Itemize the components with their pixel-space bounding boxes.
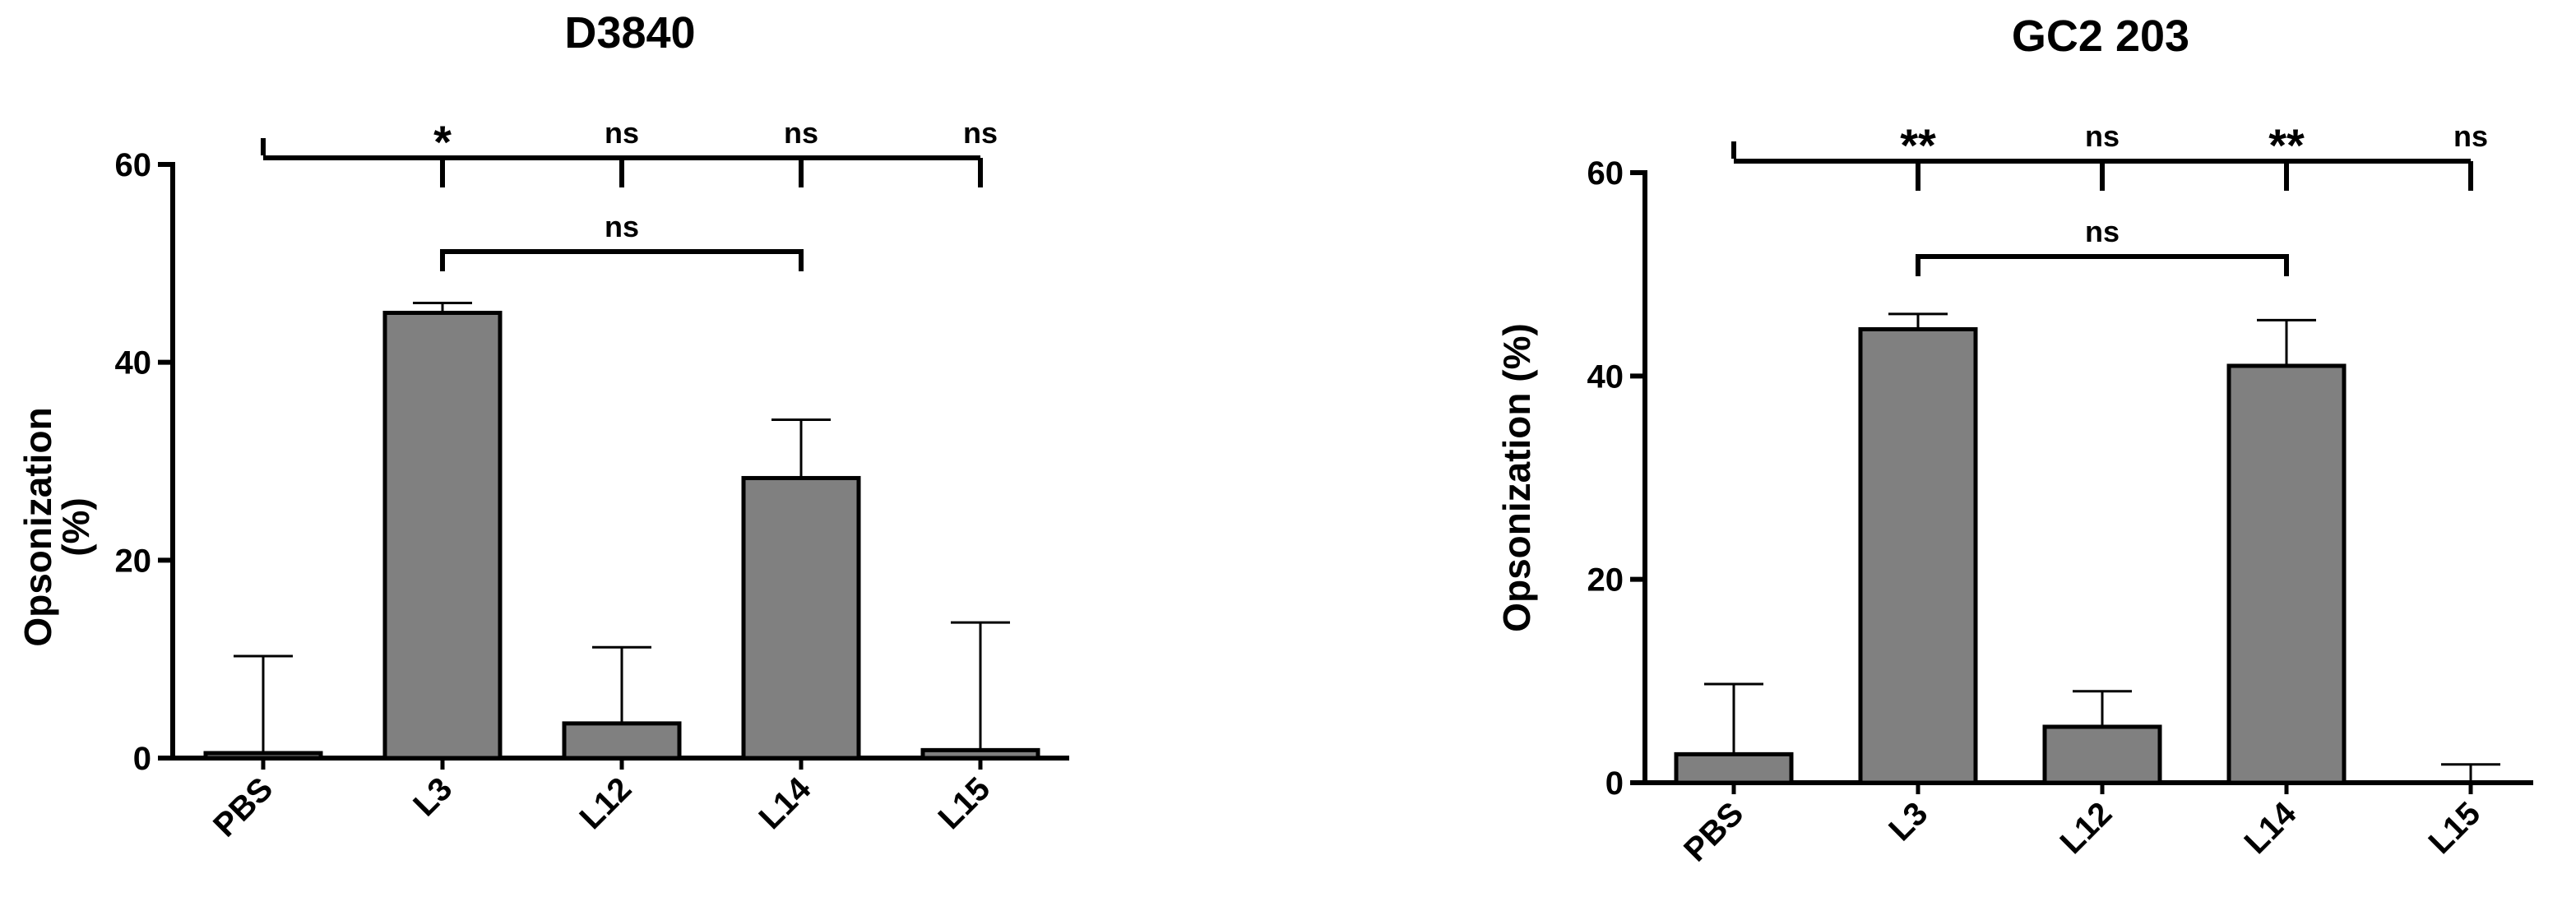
x-tick-label: L15 <box>2422 795 2488 861</box>
chart-title: GC2 203 <box>2012 12 2189 61</box>
y-axis-label: (%) <box>54 497 97 557</box>
significance-label: ns <box>2085 119 2120 153</box>
x-tick-label: L3 <box>406 770 459 823</box>
significance-label: * <box>433 116 452 168</box>
x-tick-label: PBS <box>206 770 280 844</box>
y-axis-label: Opsonization <box>16 407 59 646</box>
x-tick-label: L12 <box>2054 795 2120 861</box>
x-tick-label: L12 <box>573 770 639 836</box>
y-tick-label: 60 <box>115 147 152 183</box>
chart-title: D3840 <box>564 8 695 58</box>
y-tick-label: 0 <box>133 741 151 777</box>
bar <box>562 721 682 761</box>
bar <box>382 311 503 761</box>
bar <box>920 747 1040 761</box>
y-tick-label: 20 <box>1587 562 1624 599</box>
y-axis-label: Opsonization (%) <box>1495 323 1538 632</box>
bar <box>1858 326 1978 785</box>
x-tick-label: L14 <box>2238 795 2304 861</box>
bar <box>203 751 323 761</box>
significance-label: ns <box>605 116 639 150</box>
bar <box>1674 751 1794 785</box>
significance-label: ** <box>2268 119 2305 171</box>
significance-label: ns <box>605 210 639 243</box>
y-tick-label: 40 <box>115 345 152 381</box>
x-tick-label: L14 <box>753 770 818 836</box>
bar <box>2042 724 2162 785</box>
y-tick-label: 0 <box>1605 765 1624 802</box>
chart: D3840 Opsonization(%) 0 20 40 60 PBS L3 L12 L14 L1… <box>16 8 1069 844</box>
y-tick-label: 60 <box>1587 155 1624 192</box>
chart: GC2 203 Opsonization (%) 0 20 40 60 PBS L3 L12 L1… <box>1495 12 2533 869</box>
significance-label: ns <box>963 116 998 150</box>
x-tick-label: PBS <box>1677 795 1750 868</box>
significance-label: ns <box>2453 119 2488 153</box>
x-tick-label: L15 <box>932 770 998 836</box>
bar <box>2226 363 2347 785</box>
y-tick-label: 40 <box>1587 358 1624 395</box>
y-tick-label: 20 <box>115 543 152 579</box>
bar <box>741 475 861 761</box>
significance-label: ns <box>2085 215 2120 248</box>
significance-label: ** <box>1900 119 1936 171</box>
significance-label: ns <box>784 116 818 150</box>
x-tick-label: L3 <box>1882 795 1934 848</box>
